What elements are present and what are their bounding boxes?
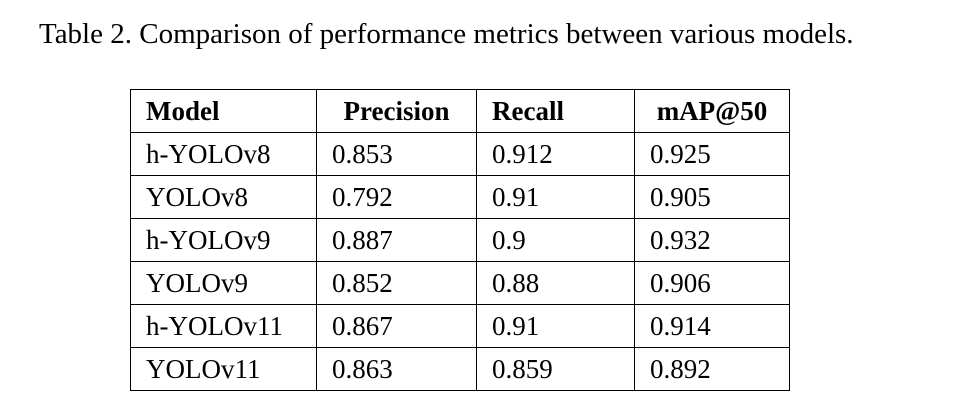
cell-recall: 0.91 (476, 175, 635, 219)
cell-map50: 0.914 (634, 304, 790, 348)
table-row: YOLOv11 0.863 0.859 0.892 (130, 347, 790, 391)
cell-precision: 0.792 (316, 175, 477, 219)
cell-model: YOLOv9 (130, 261, 317, 305)
cell-precision: 0.863 (316, 347, 477, 391)
cell-recall: 0.912 (476, 132, 635, 176)
table-caption: Table 2. Comparison of performance metri… (39, 18, 854, 50)
header-precision: Precision (316, 89, 477, 133)
table-row: h-YOLOv11 0.867 0.91 0.914 (130, 304, 790, 348)
cell-recall: 0.91 (476, 304, 635, 348)
header-recall: Recall (476, 89, 635, 133)
table-row: h-YOLOv8 0.853 0.912 0.925 (130, 132, 790, 176)
cell-precision: 0.853 (316, 132, 477, 176)
cell-model: YOLOv8 (130, 175, 317, 219)
cell-precision: 0.887 (316, 218, 477, 262)
cell-map50: 0.906 (634, 261, 790, 305)
table-row: h-YOLOv9 0.887 0.9 0.932 (130, 218, 790, 262)
cell-model: h-YOLOv11 (130, 304, 317, 348)
cell-map50: 0.905 (634, 175, 790, 219)
cell-model: h-YOLOv9 (130, 218, 317, 262)
table-row: YOLOv8 0.792 0.91 0.905 (130, 175, 790, 219)
cell-map50: 0.932 (634, 218, 790, 262)
cell-precision: 0.852 (316, 261, 477, 305)
metrics-table: Model Precision Recall mAP@50 h-YOLOv8 0… (130, 89, 790, 391)
cell-precision: 0.867 (316, 304, 477, 348)
table-row: YOLOv9 0.852 0.88 0.906 (130, 261, 790, 305)
cell-map50: 0.925 (634, 132, 790, 176)
cell-model: h-YOLOv8 (130, 132, 317, 176)
header-row: Model Precision Recall mAP@50 (130, 89, 790, 133)
cell-recall: 0.88 (476, 261, 635, 305)
cell-map50: 0.892 (634, 347, 790, 391)
header-model: Model (130, 89, 317, 133)
cell-recall: 0.9 (476, 218, 635, 262)
cell-model: YOLOv11 (130, 347, 317, 391)
header-map50: mAP@50 (634, 89, 790, 133)
cell-recall: 0.859 (476, 347, 635, 391)
